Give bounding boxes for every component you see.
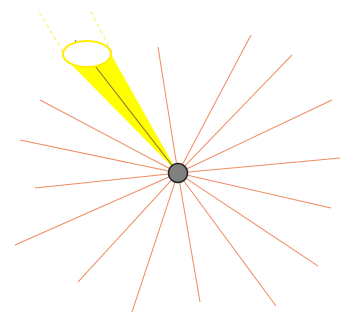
- light-cone: [63, 56, 178, 173]
- scene: [0, 0, 342, 314]
- center-point[interactable]: [169, 164, 188, 183]
- light-source: [63, 41, 111, 67]
- ray: [15, 173, 178, 245]
- light-guide: [38, 10, 63, 52]
- ray: [78, 173, 178, 282]
- ray: [178, 158, 340, 173]
- ray: [178, 35, 251, 173]
- ray: [178, 100, 332, 173]
- ray: [178, 173, 331, 208]
- ray: [35, 173, 178, 188]
- ray: [178, 173, 318, 266]
- ray: [178, 173, 276, 306]
- ray: [178, 173, 200, 302]
- ray: [178, 55, 292, 173]
- ray: [132, 173, 178, 312]
